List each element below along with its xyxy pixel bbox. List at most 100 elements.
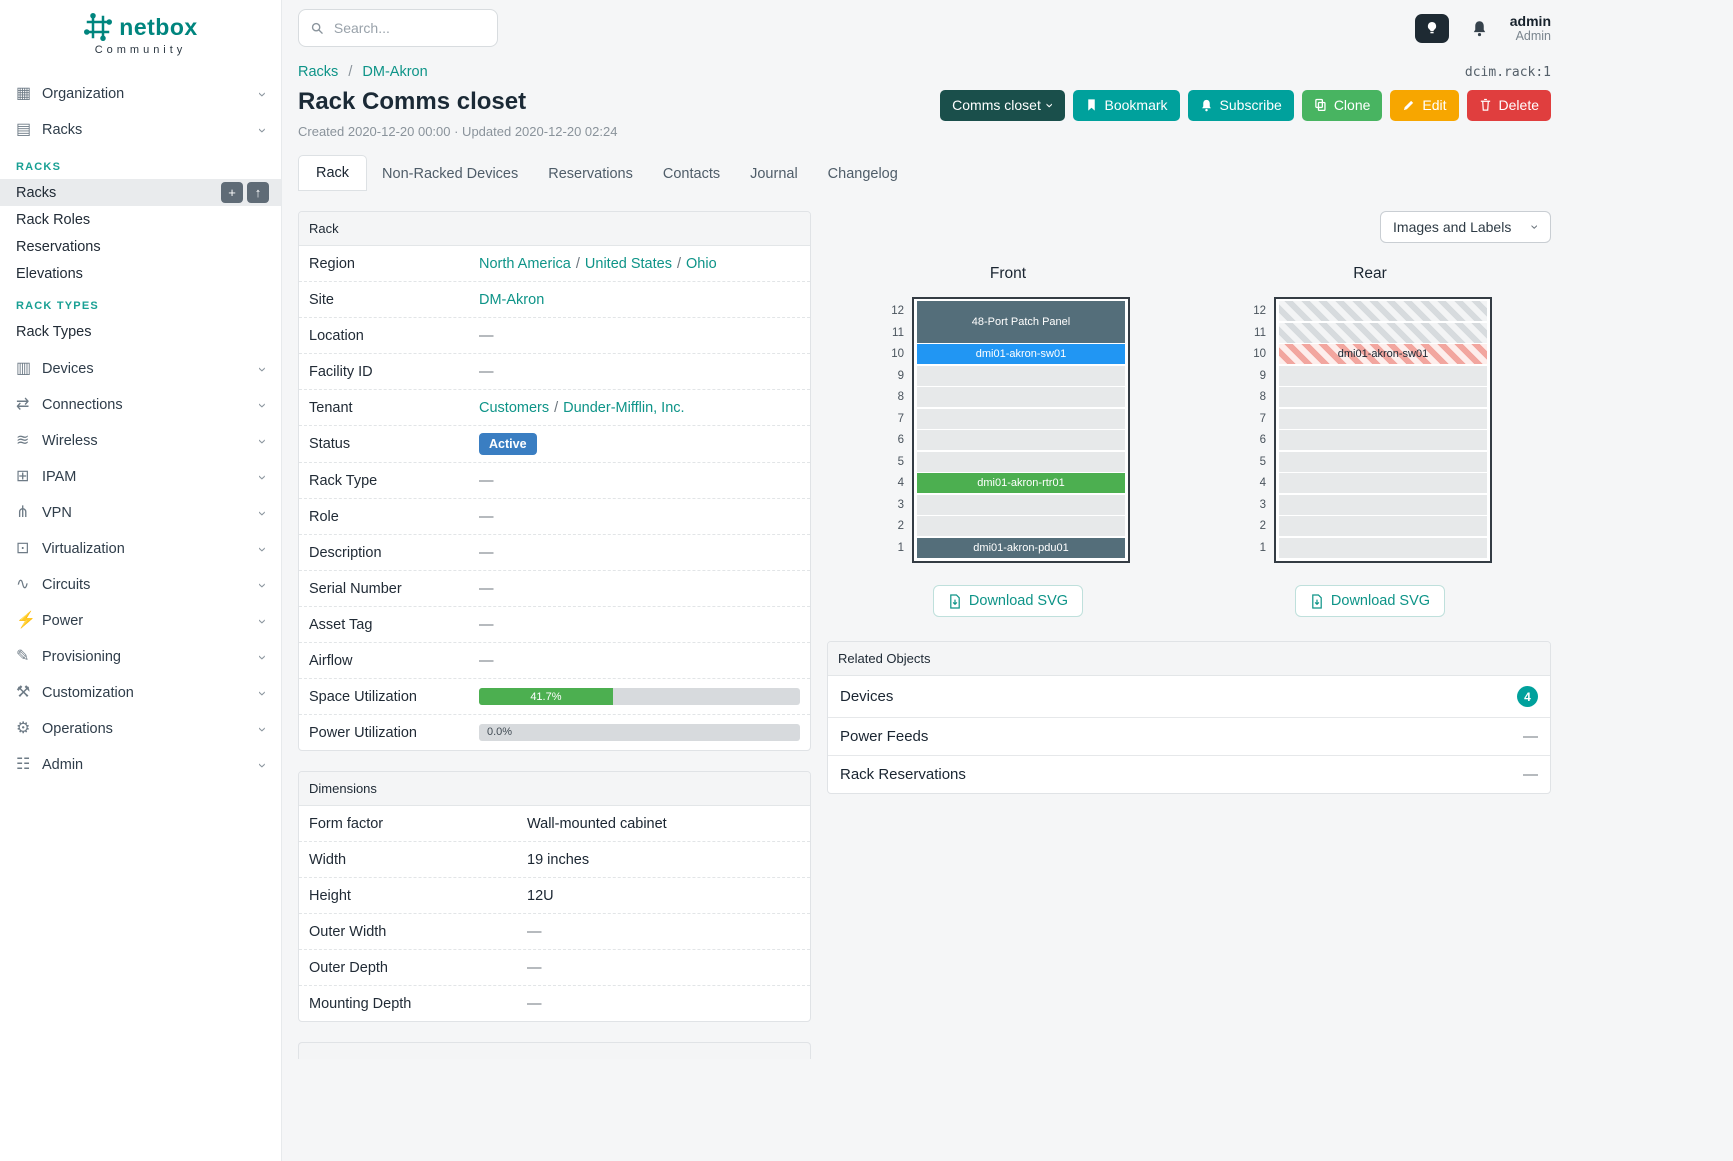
tab-contacts[interactable]: Contacts [662,166,721,182]
chevron-down-icon: › [1527,224,1544,230]
related-devices-row[interactable]: Devices 4 [828,676,1550,718]
trash-icon [1480,99,1490,112]
rack-slot-empty [1279,494,1487,515]
netbox-logo[interactable]: netbox Community [0,0,281,62]
rack-slot-empty [917,516,1125,536]
sidebar-item-ipam[interactable]: ⊞ IPAM › [16,468,271,486]
sidebar-item-virtualization[interactable]: ⊡ Virtualization › [16,540,271,558]
tenant-link[interactable]: Dunder-Mifflin, Inc. [563,399,685,416]
unit-number-column: 12 11 10 9 8 7 6 5 4 3 2 1 [1248,297,1274,563]
rack-device[interactable]: dmi01-akron-sw01 [917,344,1125,364]
import-button[interactable]: ↑ [247,182,269,203]
rack-slot-empty [917,451,1125,472]
site-link[interactable]: DM-Akron [479,291,545,308]
attr-row-tenant: Tenant Customers / Dunder-Mifflin, Inc. [299,390,810,426]
breadcrumb-site-link[interactable]: DM-Akron [362,64,428,80]
images-labels-dropdown[interactable]: Images and Labels › [1380,211,1551,243]
subscribe-button[interactable]: Subscribe [1187,90,1294,121]
rack-elevation-front: Front 12 11 10 9 8 7 6 5 4 3 2 1 48-Port Patch Pane… [827,265,1189,617]
rack-device[interactable]: dmi01-akron-pdu01 [917,537,1125,558]
unit-number: 4 [1259,477,1266,489]
unit-number-column: 12 11 10 9 8 7 6 5 4 3 2 1 [886,297,912,563]
unit-number: 5 [897,455,904,468]
chevron-down-icon: › [254,690,271,696]
download-svg-front-button[interactable]: Download SVG [932,585,1084,617]
rack-device[interactable]: dmi01-akron-rtr01 [917,473,1125,493]
elevation-title: Rear [1353,265,1387,282]
sidebar-item-provisioning[interactable]: ✎ Provisioning › [16,648,271,666]
breadcrumb: Racks / DM-Akron [298,64,428,80]
unit-number: 12 [1253,305,1266,317]
attr-row-asset-tag: Asset Tag — [299,607,810,643]
lightning-icon: ⚡ [16,612,36,629]
sidebar-item-rack-roles[interactable]: Rack Roles [16,211,91,228]
unit-number: 5 [1259,455,1266,468]
tab-changelog[interactable]: Changelog [827,166,898,182]
file-download-icon [950,593,960,609]
search-input[interactable] [331,19,485,37]
sidebar-item-organization[interactable]: ▦ Organization › [16,85,271,103]
rack-diagram-front: 48-Port Patch Panel dmi01-akron-sw01 dmi01… [912,297,1130,563]
sidebar-item-vpn[interactable]: ⋔ VPN › [16,504,271,522]
tab-non-racked-devices[interactable]: Non-Racked Devices [382,166,519,182]
chevron-down-icon: › [254,618,271,624]
clone-button[interactable]: Clone [1301,90,1383,121]
netbox-logo-icon [84,13,113,41]
rack-slot-empty [1279,408,1487,429]
rack-elevation-rear: Rear 12 11 10 9 8 7 6 5 4 3 2 1 dmi01-akron-sw01 Do… [1189,265,1551,617]
sidebar-item-racks-list[interactable]: Racks + ↑ [0,179,281,206]
region-link[interactable]: United States [584,255,672,272]
chevron-down-icon: › [254,474,271,480]
sidebar-item-reservations[interactable]: Reservations [16,238,101,255]
user-menu[interactable]: admin Admin [1509,12,1551,43]
edit-button[interactable]: Edit [1390,90,1459,121]
download-svg-rear-button[interactable]: Download SVG [1294,585,1446,617]
add-button[interactable]: + [221,182,243,203]
sidebar-item-devices[interactable]: ▥ Devices › [16,360,271,378]
tab-rack[interactable]: Rack [298,155,368,191]
unit-number: 3 [897,498,904,511]
chevron-down-icon: › [254,654,271,660]
attr-row-site: Site DM-Akron [299,282,810,318]
theme-toggle-button[interactable] [1414,13,1449,43]
attr-row-status: Status Active [299,426,810,463]
unit-number: 12 [891,305,904,317]
bookmark-button[interactable]: Bookmark [1072,90,1180,121]
breadcrumb-racks-link[interactable]: Racks [298,64,339,80]
chevron-down-icon: › [254,366,271,372]
tenant-group-link[interactable]: Customers [479,399,550,416]
sidebar-item-circuits[interactable]: ∿ Circuits › [16,576,271,594]
tab-journal[interactable]: Journal [750,166,798,182]
sidebar-item-racks[interactable]: ▤ Racks › [16,121,271,139]
brand-name: netbox [119,13,198,40]
sidebar-item-admin[interactable]: ☷ Admin › [16,756,271,774]
chevron-down-icon: › [254,726,271,732]
comms-closet-dropdown[interactable]: Comms closet › [940,90,1065,121]
sidebar-item-customization[interactable]: ⚒ Customization › [16,684,271,702]
rack-device[interactable]: 48-Port Patch Panel [917,301,1125,343]
sidebar-item-rack-types[interactable]: Rack Types [16,323,92,340]
sidebar-item-wireless[interactable]: ≋ Wireless › [16,432,271,450]
page-title: Rack Comms closet [298,88,527,115]
sidebar-item-operations[interactable]: ⚙ Operations › [16,720,271,738]
rack-slot-empty [1279,537,1487,558]
delete-button[interactable]: Delete [1466,90,1551,121]
unit-number: 10 [1253,348,1266,360]
sidebar-item-power[interactable]: ⚡ Power › [16,612,271,630]
sidebar-item-connections[interactable]: ⇄ Connections › [16,396,271,414]
rack-device[interactable]: dmi01-akron-sw01 [1279,344,1487,364]
unit-number: 2 [897,520,904,532]
region-link[interactable]: North America [479,255,571,272]
sidebar-item-elevations[interactable]: Elevations [16,265,83,282]
tab-reservations[interactable]: Reservations [548,166,633,182]
notifications-button[interactable] [1465,19,1494,38]
rack-slot-empty [917,430,1125,450]
related-power-feeds-row[interactable]: Power Feeds — [828,718,1550,756]
attr-row-location: Location — [299,318,810,354]
rack-slot-empty [917,494,1125,515]
region-link[interactable]: Ohio [686,255,717,272]
partial-next-panel [298,1042,811,1059]
related-rack-reservations-row[interactable]: Rack Reservations — [840,766,1538,783]
count-badge: 4 [1517,686,1538,707]
search-box[interactable] [298,9,498,47]
